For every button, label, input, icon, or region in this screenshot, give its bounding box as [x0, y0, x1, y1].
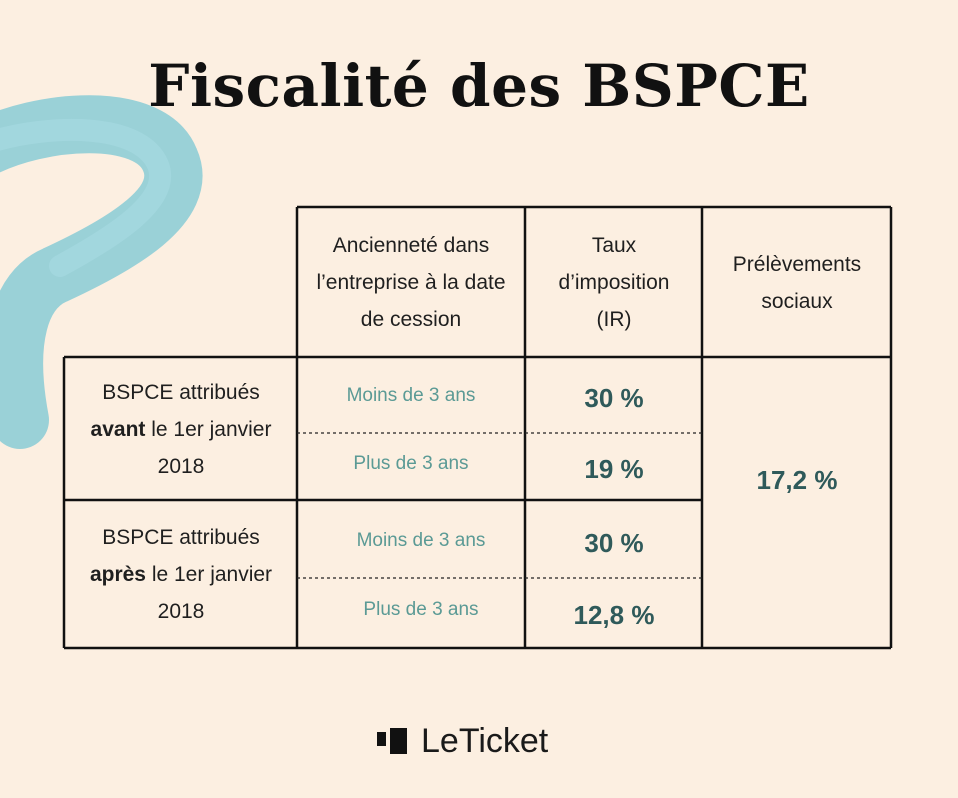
brand-logo: LeTicket — [377, 718, 548, 764]
row-label-keyword: avant — [90, 417, 146, 441]
rate-cell: 19 % — [584, 453, 644, 484]
duration-cell: Moins de 3 ans — [356, 530, 486, 551]
row-label-prefix: BSPCE attribués — [102, 380, 260, 404]
duration-cell: Moins de 3 ans — [346, 385, 476, 406]
rate-cell: 30 % — [584, 527, 644, 558]
brush-stroke-decoration — [0, 95, 203, 449]
ticket-logo-icon — [377, 728, 411, 754]
duration-cell: Plus de 3 ans — [353, 453, 469, 474]
header-prelevements: Prélèvements sociaux — [705, 210, 889, 355]
header-anciennete: Ancienneté dans l’entreprise à la date d… — [300, 210, 522, 355]
header-anciennete-text: Ancienneté dans l’entreprise à la date d… — [316, 234, 506, 331]
row-label-suffix: le 1er janvier 2018 — [151, 563, 273, 623]
duration-cell: Plus de 3 ans — [363, 599, 479, 620]
row-label-keyword: après — [89, 563, 146, 586]
rate-cell: 30 % — [584, 382, 644, 413]
row-label-suffix: le 1er janvier 2018 — [151, 417, 272, 478]
row-label-prefix: BSPCE attribués — [102, 526, 260, 549]
header-taux-text: Taux d’imposition (IR) — [558, 234, 670, 331]
row-label-apres: BSPCE attribués après le 1er janvier 201… — [66, 502, 296, 647]
brand-name: LeTicket — [421, 721, 549, 760]
header-prelevements-text: Prélèvements sociaux — [732, 252, 862, 313]
prelevements-value: 17,2 % — [756, 464, 838, 495]
row-label-avant: BSPCE attribués avant le 1er janvier 201… — [66, 359, 296, 499]
header-taux: Taux d’imposition (IR) — [528, 210, 700, 355]
rate-cell: 12,8 % — [573, 599, 655, 630]
page-title: Fiscalité des BSPCE — [148, 52, 810, 120]
